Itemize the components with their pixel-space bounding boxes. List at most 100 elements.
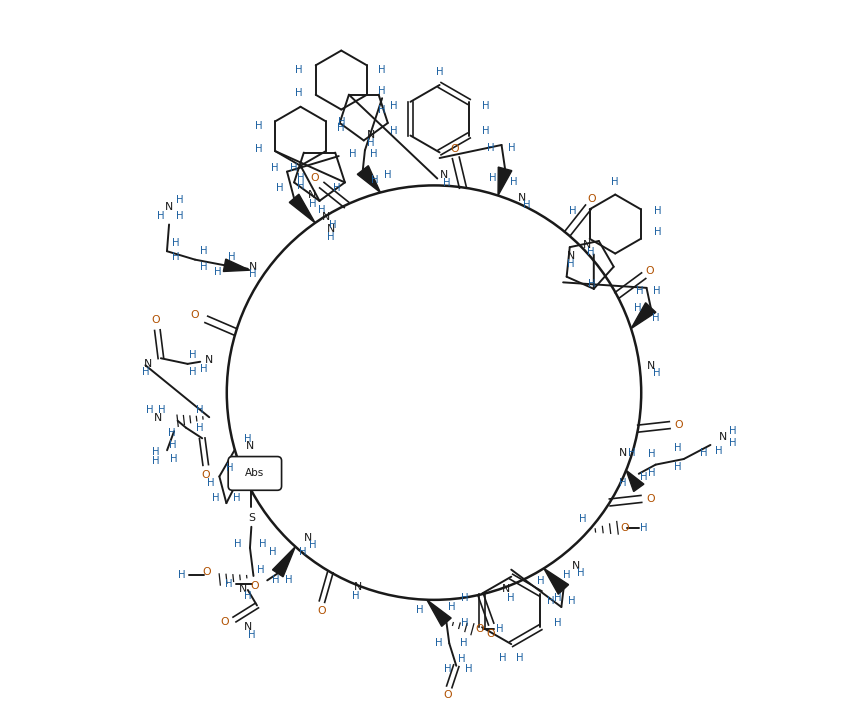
Text: H: H xyxy=(654,227,661,237)
Text: H: H xyxy=(569,207,577,217)
Text: H: H xyxy=(523,200,531,210)
Text: O: O xyxy=(588,194,596,204)
Text: H: H xyxy=(319,205,326,215)
Text: H: H xyxy=(489,173,496,183)
Text: H: H xyxy=(200,364,207,374)
Text: H: H xyxy=(483,101,490,111)
Text: H: H xyxy=(299,547,306,557)
Text: H: H xyxy=(416,605,424,615)
Text: H: H xyxy=(285,576,292,586)
Text: H: H xyxy=(309,540,317,550)
Text: H: H xyxy=(297,173,305,183)
Text: H: H xyxy=(654,286,661,297)
Text: H: H xyxy=(611,177,619,187)
Text: H: H xyxy=(271,163,278,173)
Text: H: H xyxy=(295,64,303,74)
Text: H: H xyxy=(487,144,495,154)
Text: H: H xyxy=(448,602,455,612)
Text: H: H xyxy=(648,468,656,478)
Text: N: N xyxy=(165,202,174,212)
Text: H: H xyxy=(641,523,648,533)
Text: H: H xyxy=(172,252,179,262)
Text: H: H xyxy=(507,593,515,603)
Text: O: O xyxy=(646,266,654,275)
Text: H: H xyxy=(577,569,585,578)
Polygon shape xyxy=(289,194,315,223)
Text: H: H xyxy=(562,571,570,581)
Text: H: H xyxy=(516,653,523,663)
Text: H: H xyxy=(225,579,233,589)
Text: H: H xyxy=(172,238,179,248)
Text: O: O xyxy=(450,144,458,154)
Text: H: H xyxy=(378,86,385,96)
Polygon shape xyxy=(626,470,644,491)
Polygon shape xyxy=(358,166,380,193)
Text: H: H xyxy=(729,438,737,448)
Text: N: N xyxy=(567,251,575,261)
Text: N: N xyxy=(648,361,655,371)
Text: H: H xyxy=(536,576,544,586)
Text: H: H xyxy=(352,591,359,601)
Text: O: O xyxy=(674,420,683,430)
Text: H: H xyxy=(214,268,221,278)
Text: H: H xyxy=(259,539,266,549)
Text: N: N xyxy=(571,561,580,571)
Text: N: N xyxy=(144,359,153,369)
Text: H: H xyxy=(349,149,356,159)
Text: H: H xyxy=(461,593,469,603)
Text: H: H xyxy=(435,639,443,649)
Text: N: N xyxy=(239,583,247,593)
Text: H: H xyxy=(170,454,178,464)
Text: H: H xyxy=(436,67,444,77)
Text: H: H xyxy=(169,440,176,450)
Text: H: H xyxy=(384,170,391,180)
Text: H: H xyxy=(444,664,451,674)
Text: H: H xyxy=(465,664,473,674)
Text: H: H xyxy=(628,447,635,457)
Text: H: H xyxy=(152,447,160,457)
Text: H: H xyxy=(309,199,316,209)
Text: N: N xyxy=(308,190,317,200)
Polygon shape xyxy=(631,303,656,329)
Polygon shape xyxy=(498,167,512,195)
Text: H: H xyxy=(290,163,298,173)
Text: H: H xyxy=(648,449,656,459)
Polygon shape xyxy=(427,600,451,627)
Text: H: H xyxy=(168,428,175,438)
Text: H: H xyxy=(337,122,345,133)
Text: H: H xyxy=(443,178,450,188)
Text: H: H xyxy=(227,463,233,473)
Text: Abs: Abs xyxy=(246,469,265,479)
Text: H: H xyxy=(269,547,277,557)
Text: O: O xyxy=(201,470,210,480)
Text: H: H xyxy=(333,183,341,193)
Text: N: N xyxy=(154,413,162,423)
Text: H: H xyxy=(459,639,467,649)
Polygon shape xyxy=(223,259,250,271)
Text: H: H xyxy=(567,259,575,269)
Text: H: H xyxy=(233,539,241,549)
Text: H: H xyxy=(640,472,648,482)
Text: H: H xyxy=(371,175,378,185)
Text: H: H xyxy=(248,630,256,640)
Text: O: O xyxy=(311,173,319,183)
Text: H: H xyxy=(141,367,149,377)
Text: H: H xyxy=(176,211,183,221)
Text: H: H xyxy=(483,126,490,137)
Text: N: N xyxy=(366,130,375,140)
Text: H: H xyxy=(233,493,240,503)
Text: H: H xyxy=(244,590,252,600)
Text: H: H xyxy=(554,593,562,603)
Text: H: H xyxy=(338,118,345,127)
Text: N: N xyxy=(354,582,362,593)
Text: H: H xyxy=(244,434,251,444)
Text: H: H xyxy=(178,570,186,581)
Text: O: O xyxy=(250,581,259,591)
Text: H: H xyxy=(496,624,503,634)
Text: H: H xyxy=(327,232,334,242)
Text: H: H xyxy=(272,576,279,586)
Text: O: O xyxy=(646,494,654,504)
Text: H: H xyxy=(176,195,183,205)
Text: H: H xyxy=(653,368,661,378)
Text: H: H xyxy=(196,405,204,415)
